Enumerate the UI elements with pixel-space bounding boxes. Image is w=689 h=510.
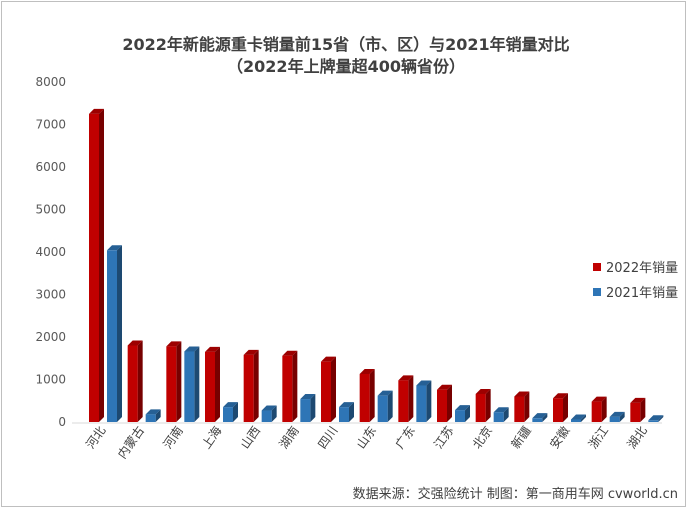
x-tick-label: 湖北 <box>624 423 650 451</box>
bar-2021-14 <box>609 411 625 422</box>
y-axis: 0 1000 2000 3000 4000 5000 6000 7000 8000 <box>35 75 662 429</box>
legend-swatch <box>593 263 601 271</box>
x-tick-label: 山西 <box>238 424 263 452</box>
bar-2021-9 <box>416 380 432 422</box>
bar-2022-12 <box>514 391 530 422</box>
legend-swatch <box>593 288 601 296</box>
bar-2021-6 <box>300 394 316 422</box>
legend-label: 2021年销量 <box>606 286 678 301</box>
bar-2022-14 <box>591 396 607 422</box>
legend-label: 2022年销量 <box>606 261 678 276</box>
x-tick-label: 浙江 <box>586 424 611 452</box>
bar-2021-7 <box>339 402 354 422</box>
x-tick-label: 山东 <box>354 424 379 452</box>
bar-2021-1 <box>107 245 122 422</box>
chart-subtitle: （2022年上牌量超400辆省份） <box>227 57 465 76</box>
y-tick-label: 6000 <box>35 160 66 174</box>
bar-2021-12 <box>532 413 548 422</box>
bar-2022-11 <box>475 388 491 422</box>
bar-2022-7 <box>321 356 336 422</box>
y-tick-label: 8000 <box>35 75 66 89</box>
y-tick-label: 3000 <box>35 288 66 302</box>
y-tick-label: 5000 <box>35 203 66 217</box>
x-tick-label: 上海 <box>198 423 224 451</box>
bar-2022-9 <box>398 375 414 422</box>
bar-2021-15 <box>648 415 664 422</box>
x-tick-label: 河北 <box>83 424 108 452</box>
bar-2022-6 <box>282 350 298 422</box>
bar-2021-13 <box>571 414 586 422</box>
bar-2022-3 <box>166 341 182 422</box>
y-tick-label: 7000 <box>35 118 66 132</box>
chart-title: 2022年新能源重卡销量前15省（市、区）与2021年销量对比 <box>122 35 569 54</box>
bar-2021-10 <box>455 405 470 422</box>
bar-2022-10 <box>437 384 452 422</box>
bar-2022-2 <box>127 340 143 422</box>
bar-2022-15 <box>630 397 646 422</box>
y-tick-label: 1000 <box>35 373 66 387</box>
x-tick-label: 江苏 <box>431 424 456 452</box>
x-tick-label: 安徽 <box>546 423 572 451</box>
source-note: 数据来源：交强险统计 制图：第一商用车网 cvworld.cn <box>353 486 678 502</box>
bar-2021-4 <box>223 402 238 422</box>
bar-2022-8 <box>359 368 375 422</box>
bar-2021-8 <box>377 390 393 422</box>
x-tick-label: 新疆 <box>508 423 534 451</box>
bar-2022-5 <box>243 349 259 422</box>
x-tick-label: 湖南 <box>276 423 302 451</box>
x-tick-label: 广东 <box>393 424 418 452</box>
x-axis: 河北 内蒙古 河南 上海 山西 湖南 四川 山东 广东 江苏 北京 新疆 安徽 浙江 湖北 <box>83 423 650 461</box>
bar-2021-11 <box>493 407 509 422</box>
bar-2021-3 <box>184 346 200 422</box>
y-tick-label: 2000 <box>35 330 66 344</box>
bar-2021-2 <box>145 409 161 422</box>
x-tick-label: 内蒙古 <box>114 423 147 461</box>
bar-2022-1 <box>89 108 104 422</box>
y-tick-label: 4000 <box>35 245 66 259</box>
x-tick-label: 河南 <box>160 423 186 451</box>
bar-2021-5 <box>261 405 277 422</box>
bar-2022-4 <box>205 346 220 422</box>
bars <box>89 108 664 422</box>
bar-2022-13 <box>553 393 568 422</box>
legend: 2022年销量 2021年销量 <box>593 261 678 301</box>
x-tick-label: 四川 <box>315 424 340 452</box>
x-tick-label: 北京 <box>470 424 495 452</box>
y-tick-label: 0 <box>58 415 66 429</box>
